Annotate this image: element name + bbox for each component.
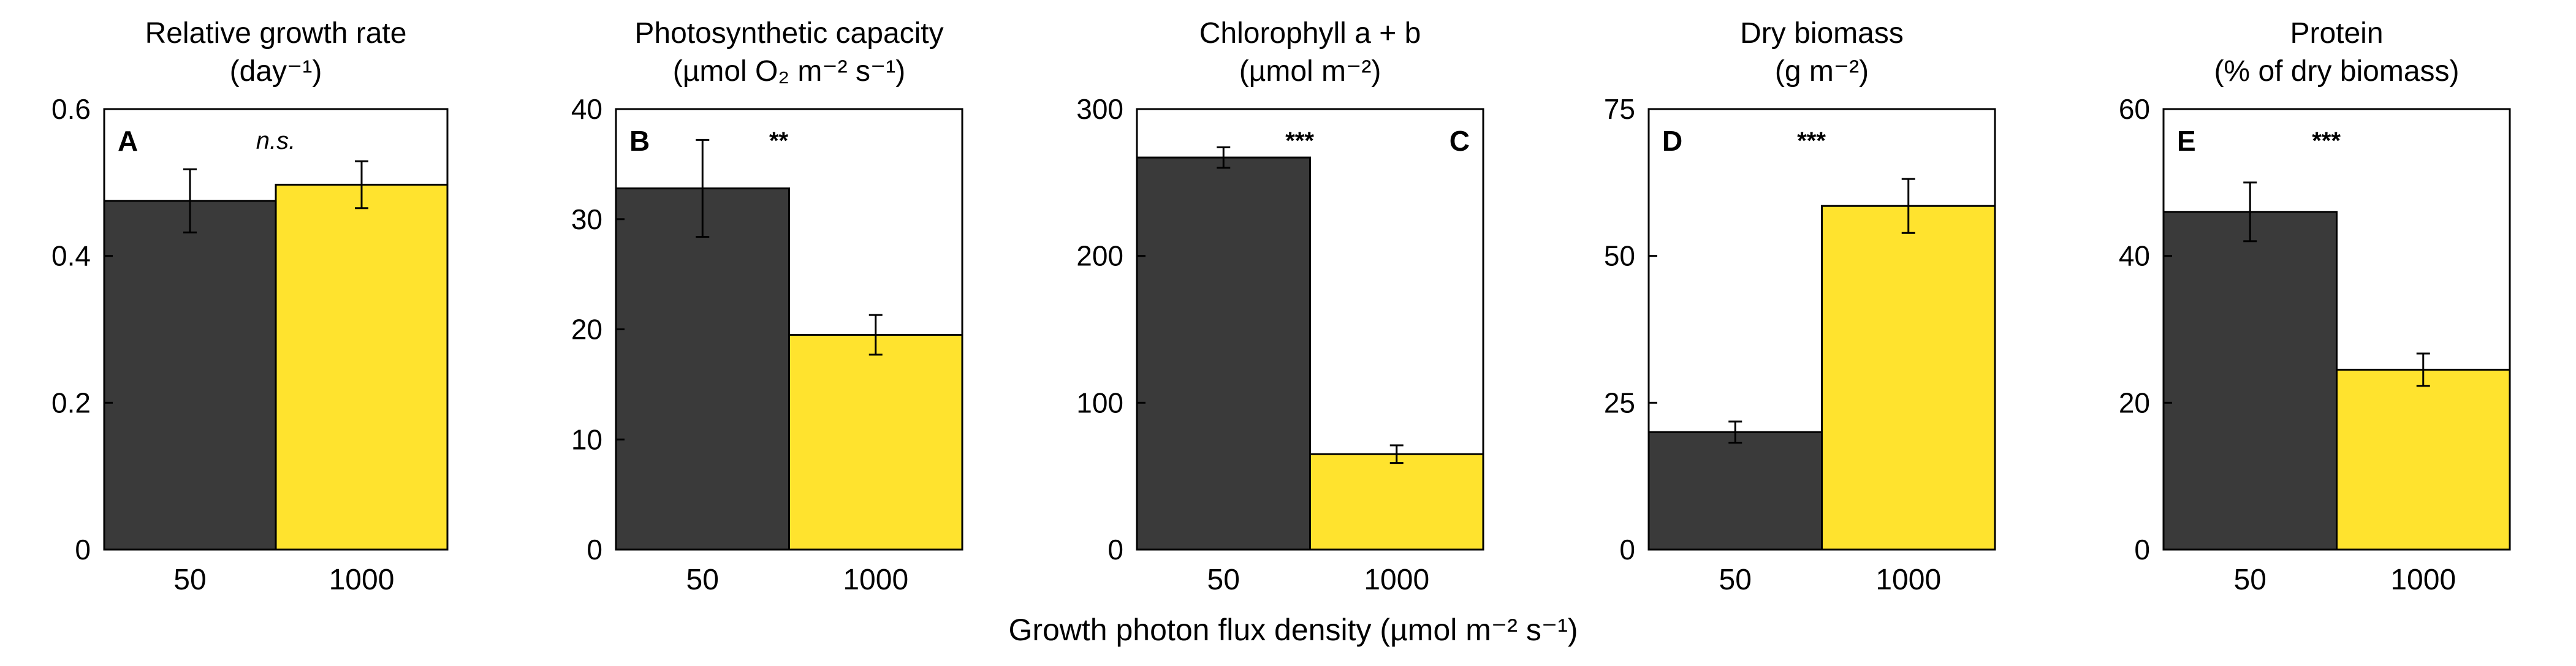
panel-title-line: Dry biomass [1740,17,1904,50]
panel-a: Relative growth rate (day⁻¹) 50 1000 0 0.2 0.4… [51,17,449,596]
bar-1000 [788,333,963,551]
y-tick-label: 0 [587,534,602,566]
y-tick-label: 0 [75,534,91,566]
bar-50 [1136,156,1311,551]
panel-e: Protein (% of dry biomass) 50 1000 0 20 40 60 E *… [2119,17,2511,596]
significance-marker: *** [1797,127,1826,154]
y-tick-label: 0 [2134,534,2150,566]
panel-title-line: (day⁻¹) [230,55,322,88]
x-tick-label: 50 [686,564,719,596]
panel-letter: D [1662,125,1682,157]
panel-letter: B [629,125,650,157]
panel-letter: E [2177,125,2196,157]
panel-letter: C [1449,125,1470,157]
y-tick-label: 20 [571,314,602,346]
panel-title-line: (µmol O₂ m⁻² s⁻¹) [673,55,906,88]
y-tick-label: 200 [1076,240,1123,272]
y-tick-label: 0 [1108,534,1123,566]
y-tick-label: 300 [1076,93,1123,125]
x-tick-label: 1000 [329,564,395,596]
y-tick-label: 40 [571,93,602,125]
y-tick-label: 30 [571,203,602,235]
panel-title-line: Relative growth rate [145,17,407,50]
y-tick-label: 0.4 [51,240,91,272]
x-axis-label: Growth photon flux density (µmol m⁻² s⁻¹… [1008,613,1578,647]
panels-group: Relative growth rate(day⁻¹)50 100000.20.4… [51,17,2511,596]
panel-title-line: Chlorophyll a + b [1199,17,1421,50]
bar-50 [103,200,277,551]
significance-marker: *** [1285,127,1314,154]
bar-1000 [2336,368,2511,551]
panel-title-line: Protein [2290,17,2383,50]
y-tick-label: 0.6 [51,93,91,125]
y-tick-label: 60 [2119,93,2150,125]
x-tick-label: 50 [1719,564,1752,596]
panel-b: Photosynthetic capacity (µmol O₂ m⁻² s⁻¹)… [571,17,963,596]
y-tick-label: 0.2 [51,387,91,418]
x-tick-label: 50 [2234,564,2266,596]
x-tick-label: 50 [1207,564,1240,596]
y-tick-label: 75 [1604,93,1635,125]
x-tick-label: 1000 [843,564,908,596]
significance-marker: ** [769,127,789,154]
panel-letter: A [118,125,138,157]
plot-frame [103,108,449,551]
bar-50 [1647,431,1823,551]
panel-title-line: Photosynthetic capacity [634,17,943,50]
y-tick-label: 20 [2119,387,2150,418]
y-tick-label: 0 [1619,534,1635,566]
bar-50 [615,187,790,551]
y-tick-label: 100 [1076,387,1123,418]
x-tick-label: 1000 [1875,564,1941,596]
panel-c: Chlorophyll a + b (µmol m⁻²) 50 1000 0 100 200… [1076,17,1484,596]
x-tick-label: 1000 [2390,564,2456,596]
panel-title-line: (g m⁻²) [1775,55,1869,88]
bar-1000 [1309,453,1484,551]
bar-1000 [1821,205,1996,551]
plot-frame [2162,108,2511,551]
panel-title-line: (% of dry biomass) [2214,55,2459,88]
x-tick-label: 1000 [1364,564,1429,596]
bar-1000 [275,183,449,551]
significance-marker: *** [2312,127,2341,154]
panel-title-line: (µmol m⁻²) [1239,55,1381,88]
plot-frame [1136,108,1484,551]
y-tick-label: 25 [1604,387,1635,418]
y-tick-label: 50 [1604,240,1635,272]
plot-frame [1647,108,1996,551]
y-tick-label: 40 [2119,240,2150,272]
panel-d: Dry biomass (g m⁻²) 50 1000 0 25 50 75 D *** [1604,17,1996,596]
bar-50 [2162,211,2338,551]
y-tick-label: 10 [571,423,602,455]
significance-marker: n.s. [256,127,295,154]
x-tick-label: 50 [173,564,206,596]
